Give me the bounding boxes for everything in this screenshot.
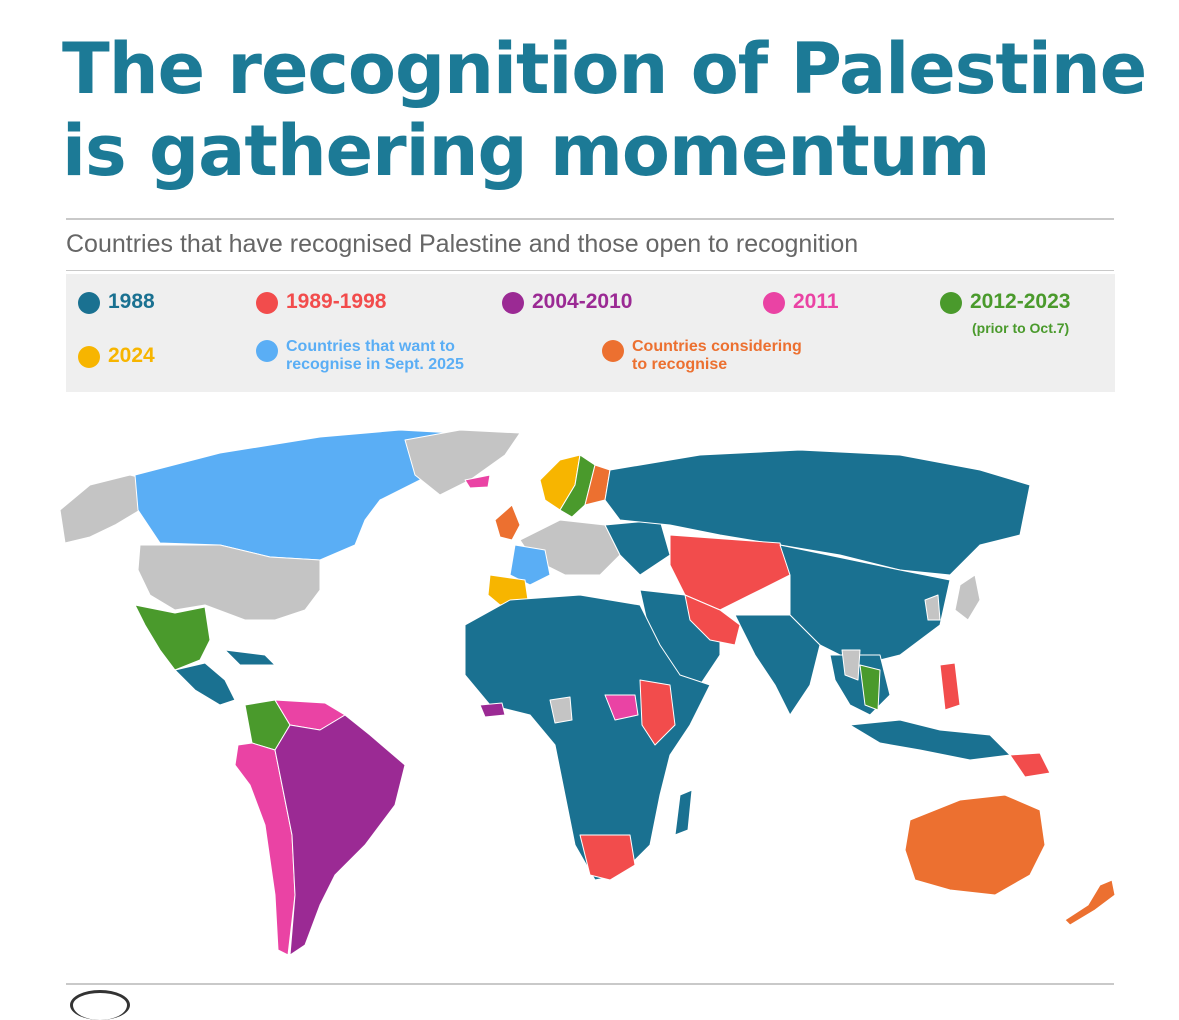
legend-dot-icon — [502, 292, 524, 314]
africa — [464, 594, 711, 881]
south-africa — [579, 834, 636, 881]
legend-label-line-1: Countries considering — [632, 338, 802, 355]
legend-item-1989-1998: 1989-1998 — [256, 290, 386, 314]
legend: 1988 1989-1998 2004-2010 2011 2012-2023 … — [66, 274, 1115, 392]
new-zealand — [1064, 879, 1116, 926]
legend-item-2012-2023: 2012-2023 — [940, 290, 1070, 314]
russia — [604, 449, 1031, 576]
legend-item-sept-2025: Countries that want to recognise in Sept… — [256, 338, 464, 374]
brazil — [274, 714, 406, 956]
caribbean — [224, 649, 276, 666]
subtitle: Countries that have recognised Palestine… — [66, 230, 859, 258]
legend-label: 1989-1998 — [286, 290, 387, 313]
legend-label: 2012-2023 — [970, 290, 1071, 313]
southeast-asia — [829, 654, 891, 716]
legend-label: 2011 — [793, 290, 839, 313]
uk-ireland — [494, 504, 521, 541]
iran — [684, 594, 741, 646]
west-africa-purple — [479, 702, 506, 718]
legend-item-considering: Countries considering to recognise — [602, 338, 802, 374]
legend-dot-icon — [940, 292, 962, 314]
iceland — [464, 474, 491, 489]
south-asia — [734, 614, 821, 716]
canada — [134, 429, 491, 561]
divider-bottom — [66, 983, 1114, 985]
mexico — [134, 604, 211, 671]
legend-dot-icon — [763, 292, 785, 314]
legend-item-2024: 2024 — [78, 344, 155, 368]
japan — [954, 574, 981, 621]
legend-label-line-1: Countries that want to — [286, 338, 455, 355]
world-map — [59, 429, 1116, 956]
legend-label-line-2: recognise in Sept. 2025 — [286, 356, 464, 373]
legend-label: 2024 — [108, 344, 155, 367]
legend-label: 1988 — [108, 290, 155, 313]
title-line-1: The recognition of Palestine — [62, 28, 1147, 110]
legend-dot-icon — [256, 340, 278, 362]
legend-item-2011: 2011 — [763, 290, 839, 314]
page-title: The recognition of Palestine is gatherin… — [62, 28, 1147, 192]
indonesia — [849, 719, 1011, 761]
greenland — [404, 429, 521, 496]
legend-item-1988: 1988 — [78, 290, 155, 314]
central-africa-grey — [549, 696, 573, 724]
central-america — [174, 662, 236, 706]
title-line-2: is gathering momentum — [62, 110, 991, 192]
myanmar — [841, 649, 861, 681]
legend-note: (prior to Oct.7) — [972, 320, 1070, 336]
legend-dot-icon — [602, 340, 624, 362]
philippines — [939, 662, 961, 711]
divider-top — [66, 218, 1114, 220]
usa — [137, 544, 321, 621]
legend-dot-icon — [256, 292, 278, 314]
korea — [924, 594, 941, 621]
legend-label: 2004-2010 — [532, 290, 633, 313]
central-africa-pink — [604, 694, 639, 721]
logo-icon — [70, 990, 130, 1020]
thailand — [859, 664, 881, 711]
east-africa — [639, 679, 676, 746]
australia — [904, 794, 1046, 896]
madagascar — [674, 789, 693, 836]
legend-label: Countries that want to recognise in Sept… — [286, 338, 464, 374]
legend-dot-icon — [78, 346, 100, 368]
legend-label: Countries considering to recognise — [632, 338, 802, 374]
png — [1009, 752, 1051, 778]
legend-item-2004-2010: 2004-2010 — [502, 290, 632, 314]
france — [509, 544, 551, 586]
divider-subtitle — [66, 270, 1114, 271]
legend-label-line-2: to recognise — [632, 356, 728, 373]
legend-dot-icon — [78, 292, 100, 314]
